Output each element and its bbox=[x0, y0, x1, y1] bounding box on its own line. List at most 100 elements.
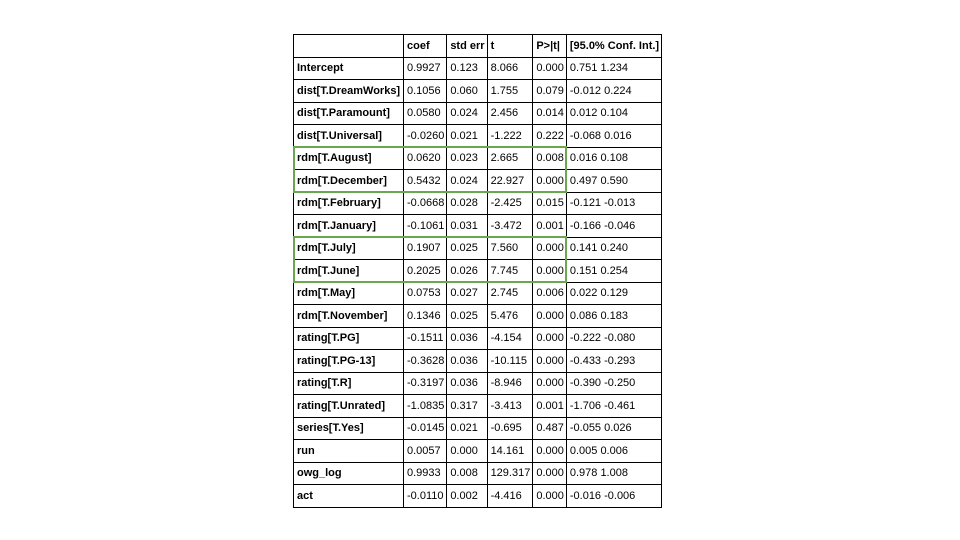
t-stat-cell: -0.695 bbox=[486, 416, 534, 440]
p-value-cell: 0.015 bbox=[532, 191, 567, 215]
table-row: dist[T.Paramount] 0.0580 0.024 2.456 0.014 0.… bbox=[293, 101, 663, 125]
table-header-row: coef std err t P>|t| [95.0% Conf. Int.] bbox=[293, 34, 663, 58]
conf-int-cell: -0.222 -0.080 bbox=[565, 326, 663, 350]
std-err-cell: 0.036 bbox=[446, 349, 488, 373]
t-stat-cell: 2.745 bbox=[486, 281, 534, 305]
conf-int-cell: 0.086 0.183 bbox=[565, 304, 663, 328]
table-row: rdm[T.February] -0.0668 0.028 -2.425 0.015 -0… bbox=[293, 191, 663, 215]
std-err-cell: 0.317 bbox=[446, 394, 488, 418]
coef-cell: 0.9927 bbox=[402, 56, 448, 80]
coef-cell: 0.2025 bbox=[402, 259, 448, 283]
conf-int-cell: 0.751 1.234 bbox=[565, 56, 663, 80]
table-row: dist[T.DreamWorks] 0.1056 0.060 1.755 0.079-… bbox=[293, 79, 663, 103]
p-value-cell: 0.222 bbox=[532, 124, 567, 148]
coef-cell: 0.1056 bbox=[402, 79, 448, 103]
table-row: owg_log 0.9933 0.008 129.317 0.000 0.978 1.00… bbox=[293, 461, 663, 485]
row-label-cell: rdm[T.February] bbox=[293, 191, 404, 215]
p-value-cell: 0.000 bbox=[532, 439, 567, 463]
coef-cell: -1.0835 bbox=[402, 394, 448, 418]
coef-cell: -0.1061 bbox=[402, 214, 448, 238]
p-value-cell: 0.000 bbox=[532, 484, 567, 508]
row-label-cell: rdm[T.June] bbox=[293, 259, 404, 283]
std-err-cell: 0.008 bbox=[446, 461, 488, 485]
std-err-cell: 0.021 bbox=[446, 416, 488, 440]
row-label-cell: rdm[T.December] bbox=[293, 169, 404, 193]
std-err-cell: 0.024 bbox=[446, 101, 488, 125]
coef-cell: 0.0057 bbox=[402, 439, 448, 463]
t-stat-cell: 7.560 bbox=[486, 236, 534, 260]
std-err-cell: 0.123 bbox=[446, 56, 488, 80]
conf-int-cell: 0.005 0.006 bbox=[565, 439, 663, 463]
std-err-cell: 0.026 bbox=[446, 259, 488, 283]
row-label-cell: rating[T.PG] bbox=[293, 326, 404, 350]
row-label-cell: rdm[T.July] bbox=[293, 236, 404, 260]
table-row: rdm[T.January] -0.1061 0.031 -3.472 0.001 -0.… bbox=[293, 214, 663, 238]
row-label-cell: rdm[T.January] bbox=[293, 214, 404, 238]
std-err-cell: 0.060 bbox=[446, 79, 488, 103]
coef-cell: 0.0580 bbox=[402, 101, 448, 125]
p-value-cell: 0.008 bbox=[532, 146, 567, 170]
regression-results-table: coef std err t P>|t| [95.0% Conf. Int.] … bbox=[293, 34, 663, 508]
table-row: rdm[T.December] 0.5432 0.024 22.927 0.000 0.4… bbox=[293, 169, 663, 193]
header-conf-int: [95.0% Conf. Int.] bbox=[565, 34, 663, 58]
t-stat-cell: -1.222 bbox=[486, 124, 534, 148]
conf-int-cell: -0.390 -0.250 bbox=[565, 371, 663, 395]
p-value-cell: 0.000 bbox=[532, 461, 567, 485]
row-label-cell: rating[T.Unrated] bbox=[293, 394, 404, 418]
t-stat-cell: 22.927 bbox=[486, 169, 534, 193]
p-value-cell: 0.006 bbox=[532, 281, 567, 305]
t-stat-cell: -8.946 bbox=[486, 371, 534, 395]
conf-int-cell: 0.151 0.254 bbox=[565, 259, 663, 283]
table-row: rdm[T.August] 0.0620 0.023 2.665 0.008 0.016 … bbox=[293, 146, 663, 170]
row-label-cell: Intercept bbox=[293, 56, 404, 80]
table-row: rating[T.PG] -0.1511 0.036 -4.154 0.000 -0.22… bbox=[293, 326, 663, 350]
p-value-cell: 0.079 bbox=[532, 79, 567, 103]
conf-int-cell: -0.068 0.016 bbox=[565, 124, 663, 148]
p-value-cell: 0.000 bbox=[532, 349, 567, 373]
t-stat-cell: 2.456 bbox=[486, 101, 534, 125]
conf-int-cell: 0.978 1.008 bbox=[565, 461, 663, 485]
p-value-cell: 0.487 bbox=[532, 416, 567, 440]
t-stat-cell: -4.154 bbox=[486, 326, 534, 350]
p-value-cell: 0.014 bbox=[532, 101, 567, 125]
header-p-value: P>|t| bbox=[532, 34, 567, 58]
t-stat-cell: 129.317 bbox=[486, 461, 534, 485]
table-row: Intercept 0.9927 0.123 8.066 0.000 0.751 1.23… bbox=[293, 56, 663, 80]
coef-cell: 0.0620 bbox=[402, 146, 448, 170]
t-stat-cell: 8.066 bbox=[486, 56, 534, 80]
t-stat-cell: -2.425 bbox=[486, 191, 534, 215]
row-label-cell: rating[T.PG-13] bbox=[293, 349, 404, 373]
table-row: rating[T.PG-13] -0.3628 0.036 -10.115 0.000-… bbox=[293, 349, 663, 373]
row-label-cell: dist[T.Universal] bbox=[293, 124, 404, 148]
conf-int-cell: 0.141 0.240 bbox=[565, 236, 663, 260]
std-err-cell: 0.021 bbox=[446, 124, 488, 148]
conf-int-cell: 0.016 0.108 bbox=[565, 146, 663, 170]
conf-int-cell: -0.016 -0.006 bbox=[565, 484, 663, 508]
table-row: rating[T.Unrated] -1.0835 0.317 -3.413 0.001… bbox=[293, 394, 663, 418]
row-label-cell: run bbox=[293, 439, 404, 463]
conf-int-cell: -0.433 -0.293 bbox=[565, 349, 663, 373]
table-row: run 0.0057 0.000 14.161 0.000 0.005 0.006 bbox=[293, 439, 663, 463]
std-err-cell: 0.027 bbox=[446, 281, 488, 305]
table-row: rdm[T.July] 0.1907 0.025 7.560 0.000 0.141 0.… bbox=[293, 236, 663, 260]
std-err-cell: 0.023 bbox=[446, 146, 488, 170]
t-stat-cell: 7.745 bbox=[486, 259, 534, 283]
row-label-cell: series[T.Yes] bbox=[293, 416, 404, 440]
conf-int-cell: -0.012 0.224 bbox=[565, 79, 663, 103]
t-stat-cell: 2.665 bbox=[486, 146, 534, 170]
header-std-err: std err bbox=[446, 34, 488, 58]
p-value-cell: 0.001 bbox=[532, 394, 567, 418]
conf-int-cell: -0.055 0.026 bbox=[565, 416, 663, 440]
table-row: rdm[T.May] 0.0753 0.027 2.745 0.006 0.022 0.1… bbox=[293, 281, 663, 305]
coef-cell: 0.0753 bbox=[402, 281, 448, 305]
row-label-cell: rdm[T.August] bbox=[293, 146, 404, 170]
row-label-cell: rating[T.R] bbox=[293, 371, 404, 395]
std-err-cell: 0.036 bbox=[446, 371, 488, 395]
p-value-cell: 0.000 bbox=[532, 371, 567, 395]
coef-cell: -0.0145 bbox=[402, 416, 448, 440]
std-err-cell: 0.025 bbox=[446, 236, 488, 260]
coef-cell: 0.5432 bbox=[402, 169, 448, 193]
table-row: dist[T.Universal] -0.0260 0.021 -1.222 0.222… bbox=[293, 124, 663, 148]
coef-cell: -0.3197 bbox=[402, 371, 448, 395]
p-value-cell: 0.000 bbox=[532, 304, 567, 328]
